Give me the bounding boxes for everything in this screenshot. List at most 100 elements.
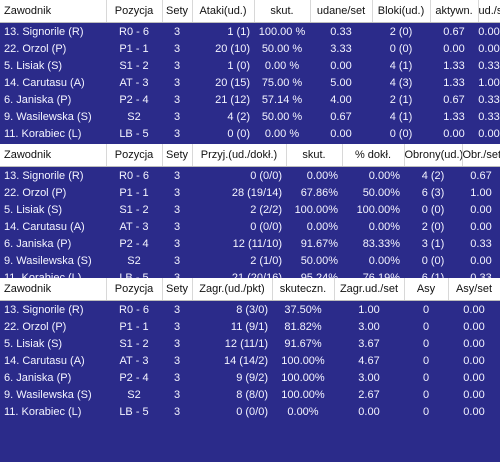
table-cell: 20 (15) — [215, 76, 250, 89]
table-cell: 0.00 — [463, 371, 485, 384]
col-header-serves[interactable]: Zagr.(ud./pkt) — [192, 278, 273, 301]
table-cell: 3.67 — [358, 337, 380, 350]
table-cell: 0.00 — [330, 127, 352, 140]
table-cell: 50.00% — [362, 186, 400, 199]
table-cell: P1 - 1 — [119, 42, 149, 55]
table-cell: 0 — [422, 388, 430, 401]
col-header-efficiency[interactable]: skut. — [286, 144, 343, 167]
empty-area — [0, 422, 500, 462]
table-cell: 3 — [173, 388, 181, 401]
col-header-efficiency[interactable]: skut. — [254, 0, 311, 23]
table-row[interactable]: 14. Carutasu (A) AT - 3 3 0 (0/0) 0.00% 0.00%… — [0, 218, 500, 235]
table-cell: S1 - 2 — [119, 59, 149, 72]
table-row[interactable]: 11. Korabiec (L) LB - 5 3 0 (0/0) 0.00% 0.00 0… — [0, 403, 500, 420]
table-cell: 3.00 — [358, 371, 380, 384]
table-cell: 8 (8/0) — [236, 388, 268, 401]
table-row[interactable]: 5. Lisiak (S) S1 - 2 3 12 (11/1) 91.67% 3.67 0… — [0, 335, 500, 352]
col-header-activity[interactable]: aktywn. — [430, 0, 479, 23]
table-row[interactable]: 5. Lisiak (S) S1 - 2 3 1 (0) 0.00 % 0.00 4 (1)… — [0, 57, 500, 74]
table-row[interactable]: 22. Orzol (P) P1 - 1 3 11 (9/1) 81.82% 3.00 0 0… — [0, 318, 500, 335]
table-cell: 0.33 — [330, 25, 352, 38]
table-cell: 0.00% — [306, 169, 338, 182]
col-header-effectiveness[interactable]: skuteczn. — [272, 278, 335, 301]
table-row[interactable]: 22. Orzol (P) P1 - 1 3 20 (10) 50.00 % 3.33 0 … — [0, 40, 500, 57]
table-cell: 5.00 — [330, 76, 352, 89]
table-cell: 0.00 — [330, 59, 352, 72]
col-header-position[interactable]: Pozycja — [106, 278, 163, 301]
table-row[interactable]: 9. Wasilewska (S) S2 3 4 (2) 50.00 % 0.67 4 (1… — [0, 108, 500, 125]
col-header-sets[interactable]: Sety — [162, 278, 193, 301]
table-cell: 0 — [422, 405, 430, 418]
table-cell: 1.33 — [443, 110, 465, 123]
col-header-blocks-per-set[interactable]: ud./set — [478, 0, 500, 23]
table-cell: 50.00 % — [261, 110, 303, 123]
table-row[interactable]: 9. Wasilewska (S) S2 3 2 (1/0) 50.00% 0.00% 0 … — [0, 252, 500, 269]
col-header-digs[interactable]: Obrony(ud.) — [404, 144, 463, 167]
col-header-aces-per-set[interactable]: Asy/set — [448, 278, 500, 301]
col-header-receptions[interactable]: Przyj.(ud./dokł.) — [192, 144, 287, 167]
table-cell: 100.00% — [281, 388, 325, 401]
table-cell: 0 (0/0) — [236, 405, 268, 418]
table-cell: 0.00% — [368, 169, 400, 182]
table-row[interactable]: 13. Signorile (R) R0 - 6 3 0 (0/0) 0.00% 0.00… — [0, 167, 500, 185]
table-row[interactable]: 6. Janiska (P) P2 - 4 3 21 (12) 57.14 % 4.00 2… — [0, 91, 500, 108]
table-cell: 14. Carutasu (A) — [4, 76, 85, 89]
col-header-player[interactable]: Zawodnik — [0, 278, 107, 301]
table-cell: 3 — [173, 127, 181, 140]
table-cell: 3 (1) — [421, 237, 445, 250]
col-header-position[interactable]: Pozycja — [106, 144, 163, 167]
table-cell: 0 (0) — [389, 127, 413, 140]
table-cell: 0.00 — [470, 203, 492, 216]
col-header-player[interactable]: Zawodnik — [0, 0, 107, 23]
col-header-accuracy[interactable]: % dokł. — [342, 144, 405, 167]
table-row[interactable]: 13. Signorile (R) R0 - 6 3 1 (1) 100.00 % 0.3… — [0, 23, 500, 41]
table-cell: 3 — [173, 59, 181, 72]
table-cell: 3 — [173, 371, 181, 384]
table-cell: 0.00 — [478, 25, 500, 38]
table-cell: 0 — [422, 354, 430, 367]
table-cell: 81.82% — [284, 320, 322, 333]
col-header-position[interactable]: Pozycja — [106, 0, 163, 23]
col-header-serves-per-set[interactable]: Zagr.ud./set — [334, 278, 405, 301]
table-row[interactable]: 6. Janiska (P) P2 - 4 3 9 (9/2) 100.00% 3.00 0… — [0, 369, 500, 386]
table-cell: 0.33 — [478, 93, 500, 106]
table-row[interactable]: 14. Carutasu (A) AT - 3 3 14 (14/2) 100.00% 4… — [0, 352, 500, 369]
table-cell: 4 (3) — [389, 76, 413, 89]
table-cell: 0 — [422, 371, 430, 384]
table-row[interactable]: 9. Wasilewska (S) S2 3 8 (8/0) 100.00% 2.67 0 0… — [0, 386, 500, 403]
table-row[interactable]: 22. Orzol (P) P1 - 1 3 28 (19/14) 67.86% 50.0… — [0, 184, 500, 201]
table-cell: S2 — [127, 110, 141, 123]
table-cell: S2 — [127, 254, 141, 267]
col-header-sets[interactable]: Sety — [162, 0, 193, 23]
table-cell: P2 - 4 — [119, 371, 149, 384]
table-cell: 1.00 — [358, 303, 380, 316]
table-cell: 1.33 — [443, 76, 465, 89]
col-header-blocks[interactable]: Bloki(ud.) — [372, 0, 431, 23]
table-cell: 4.67 — [358, 354, 380, 367]
table-cell: 57.14 % — [261, 93, 303, 106]
table-row[interactable]: 6. Janiska (P) P2 - 4 3 12 (11/10) 91.67% 83.… — [0, 235, 500, 252]
col-header-attacks[interactable]: Ataki(ud.) — [192, 0, 255, 23]
table-cell: 1.00 — [478, 76, 500, 89]
table-row[interactable]: 11. Korabiec (L) LB - 5 3 0 (0) 0.00 % 0.00 0 … — [0, 125, 500, 142]
table-cell: 83.33% — [362, 237, 400, 250]
table-cell: 1.33 — [443, 59, 465, 72]
col-header-player[interactable]: Zawodnik — [0, 144, 107, 167]
table-cell: 1 (1) — [227, 25, 250, 38]
table-row[interactable]: 13. Signorile (R) R0 - 6 3 8 (3/0) 37.50% 1.0… — [0, 301, 500, 319]
table-cell: 13. Signorile (R) — [4, 25, 84, 38]
table-cell: 91.67% — [300, 237, 338, 250]
table-cell: 6. Janiska (P) — [4, 371, 72, 384]
table-cell: 4.00 — [330, 93, 352, 106]
table-cell: 5. Lisiak (S) — [4, 59, 63, 72]
table-cell: 20 (10) — [215, 42, 250, 55]
table-row[interactable]: 14. Carutasu (A) AT - 3 3 20 (15) 75.00 % 5.0… — [0, 74, 500, 91]
table-cell: R0 - 6 — [119, 169, 149, 182]
col-header-aces[interactable]: Asy — [404, 278, 449, 301]
table-cell: 11 (9/1) — [230, 320, 268, 333]
table-row[interactable]: 5. Lisiak (S) S1 - 2 3 2 (2/2) 100.00% 100.00… — [0, 201, 500, 218]
table-cell: 0 (0) — [421, 254, 445, 267]
col-header-success-per-set[interactable]: udane/set — [310, 0, 373, 23]
col-header-digs-per-set[interactable]: Obr./set — [462, 144, 500, 167]
col-header-sets[interactable]: Sety — [162, 144, 193, 167]
